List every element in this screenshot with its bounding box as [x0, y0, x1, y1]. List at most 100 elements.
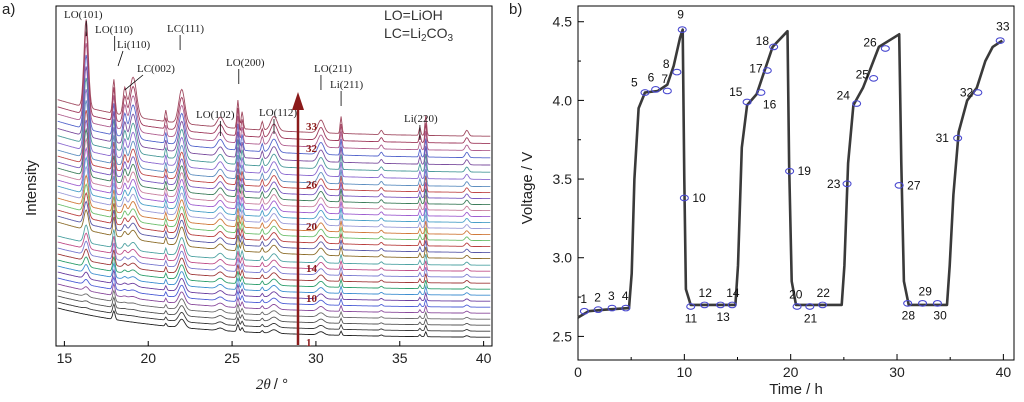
legend-line-1: LO=LiOH [384, 7, 443, 23]
panel-b: b) Voltage / V 0 10 20 30 402.53.03.54.04.5 … [509, 1, 1015, 398]
xrd-pattern-1 [57, 307, 491, 338]
y-tick-label-b-4: 4.5 [553, 14, 573, 30]
peak-label-6: LO(200) [226, 57, 265, 69]
point-label-4: 4 [622, 289, 629, 303]
xrd-pattern-23 [57, 127, 491, 206]
point-3 [607, 304, 617, 312]
y-tick-label-b-3: 4.0 [553, 92, 573, 108]
peak-label-1: LO(110) [95, 24, 133, 36]
x-tick-label-b-0: 0 [574, 364, 582, 380]
point-label-15: 15 [729, 85, 743, 99]
point-label-31: 31 [936, 131, 950, 145]
point-label-26: 26 [863, 35, 877, 49]
panel-a-label: a) [2, 1, 15, 18]
xrd-pattern-11 [57, 240, 491, 278]
x-tick-label-b-1: 10 [677, 364, 693, 380]
point-17 [762, 67, 772, 74]
x-tick-label-b-4: 40 [996, 364, 1012, 380]
point-label-24: 24 [837, 89, 851, 103]
xrd-pattern-30 [57, 54, 491, 159]
point-label-22: 22 [817, 286, 831, 300]
point-label-5: 5 [631, 76, 638, 90]
point-19 [785, 167, 795, 175]
xrd-pattern-33 [57, 19, 491, 137]
xrd-pattern-25 [57, 110, 491, 194]
xrd-pattern-15 [57, 200, 491, 254]
y-tick-label-b-0: 2.5 [553, 328, 573, 344]
point-9 [677, 26, 687, 33]
point-label-32: 32 [960, 86, 974, 100]
peak-label-9: Li(211) [330, 79, 364, 91]
point-21 [805, 303, 815, 310]
point-label-13: 13 [716, 310, 730, 324]
point-18 [769, 43, 779, 51]
point-label-7: 7 [661, 72, 668, 86]
xrd-pattern-3 [57, 295, 491, 326]
peak-label-3: LC(002) [137, 63, 175, 75]
peak-pointer-2 [117, 50, 124, 67]
point-25 [869, 75, 879, 82]
x-tick-label-a-3: 30 [308, 350, 324, 366]
xrd-pattern-5 [57, 282, 491, 314]
xrd-pattern-18 [57, 174, 491, 236]
y-axis-label-a: Intensity [23, 160, 40, 216]
point-label-17: 17 [749, 62, 763, 76]
point-label-1: 1 [580, 292, 587, 306]
xrd-pattern-22 [57, 137, 491, 212]
x-axis-label-a-main: 2θ [256, 377, 272, 393]
pattern-index-10: 10 [306, 293, 318, 305]
point-16 [756, 89, 766, 96]
point-24 [852, 100, 862, 107]
point-label-20: 20 [789, 288, 803, 302]
point-label-9: 9 [677, 8, 684, 22]
peak-label-10: Li(220) [404, 113, 438, 125]
point-15 [742, 98, 752, 106]
xrd-pattern-6 [57, 275, 491, 308]
point-label-14: 14 [726, 286, 740, 300]
point-4 [621, 304, 631, 312]
point-23 [842, 180, 852, 188]
xrd-pattern-9 [57, 256, 491, 290]
point-label-19: 19 [798, 164, 812, 178]
point-30 [932, 300, 942, 307]
point-label-23: 23 [827, 177, 841, 191]
peak-label-0: LO(101) [64, 9, 103, 21]
point-label-16: 16 [763, 98, 777, 112]
point-label-21: 21 [804, 312, 818, 326]
point-8 [672, 68, 682, 76]
xrd-pattern-21 [57, 146, 491, 218]
pattern-index-26: 26 [306, 179, 318, 191]
xrd-pattern-24 [57, 119, 491, 200]
pattern-index-20: 20 [306, 221, 318, 233]
point-label-27: 27 [907, 178, 921, 192]
xrd-pattern-17 [57, 183, 491, 242]
point-26 [880, 45, 890, 52]
point-label-12: 12 [699, 286, 713, 300]
point-label-11: 11 [685, 312, 698, 326]
legend-a: LO=LiOH LC=Li2CO3 [384, 7, 454, 44]
point-29 [917, 300, 928, 307]
xrd-pattern-13 [57, 224, 491, 266]
x-tick-label-a-1: 20 [140, 350, 156, 366]
xrd-pattern-29 [57, 66, 491, 166]
x-tick-label-a-2: 25 [224, 350, 240, 366]
x-tick-label-a-4: 35 [392, 350, 408, 366]
point-33 [995, 37, 1005, 44]
point-13 [715, 301, 726, 309]
panel-b-label: b) [509, 1, 522, 18]
y-axis-label-b: Voltage / V [519, 152, 536, 225]
xrd-pattern-27 [57, 89, 491, 180]
point-label-10: 10 [692, 191, 706, 205]
xrd-patterns [57, 19, 491, 338]
point-label-3: 3 [608, 289, 615, 303]
point-1 [579, 307, 589, 315]
point-label-29: 29 [919, 284, 933, 298]
point-7 [662, 87, 672, 95]
point-label-33: 33 [996, 20, 1010, 34]
x-axis-label-a-sep: / [274, 376, 282, 393]
xrd-pattern-4 [57, 289, 491, 320]
pattern-index-32: 32 [306, 143, 318, 155]
x-axis-label-a-unit: ° [282, 376, 288, 393]
axis-ticks-b: 0 10 20 30 40 2.5 3.0 3.5 4.0 4.5 [553, 14, 1012, 380]
